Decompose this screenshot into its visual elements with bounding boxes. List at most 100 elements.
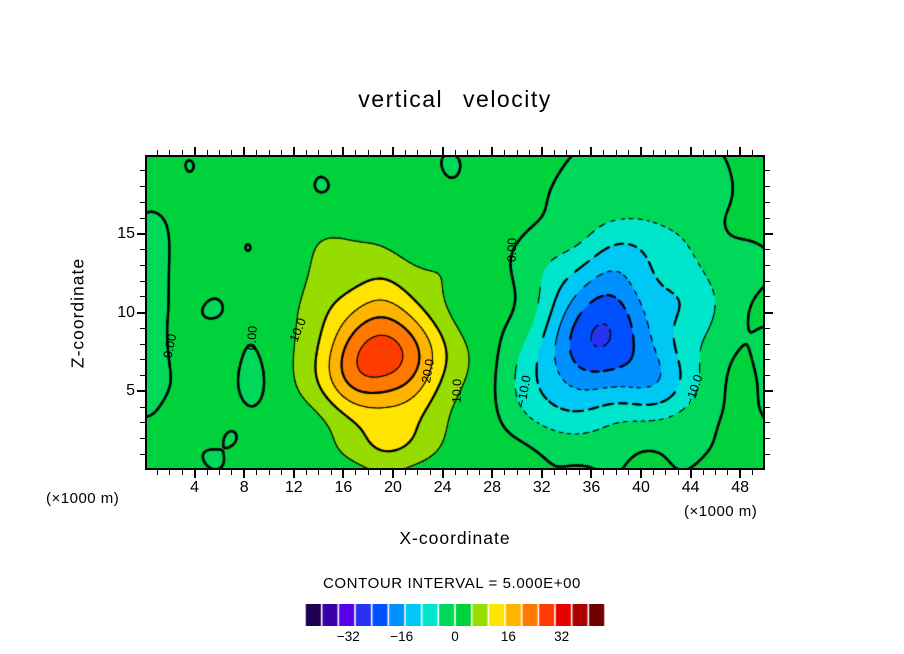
axis-tick [765,438,770,439]
axis-tick [466,470,468,475]
axis-tick [156,470,158,475]
axis-tick [739,470,742,478]
axis-tick [689,147,692,155]
axis-tick [218,150,220,155]
axis-tick [231,150,233,155]
axis-tick [615,470,617,475]
axis-tick [417,470,419,475]
axis-tick [169,150,171,155]
contour-interval-label: CONTOUR INTERVAL = 5.000E+00 [322,575,581,592]
axis-tick [714,470,716,475]
axis-tick [367,470,369,475]
colorbar-tick-label: −16 [390,629,414,644]
axis-tick [305,150,307,155]
axis-tick [504,150,506,155]
axis-tick [342,470,345,478]
axis-tick [380,470,382,475]
axis-tick [540,470,543,478]
x-axis-unit-left: (×1000 m) [46,490,120,507]
contour-field-canvas [145,155,765,470]
z-axis-tick-label: 10 [117,303,135,321]
axis-tick [206,150,208,155]
axis-tick [140,249,145,250]
axis-tick [181,150,183,155]
x-axis-tick-label: 28 [483,479,502,496]
axis-tick [181,470,183,475]
axis-tick [367,150,369,155]
axis-tick [140,438,145,439]
axis-tick [193,470,196,478]
axis-tick [268,150,270,155]
axis-tick [466,150,468,155]
axis-tick [268,470,270,475]
axis-tick [342,147,345,155]
axis-tick [615,150,617,155]
axis-tick [243,470,246,478]
axis-tick [330,470,332,475]
axis-tick [765,249,770,250]
axis-tick [702,470,704,475]
axis-tick [504,470,506,475]
colorbar-tick-label: 0 [451,629,459,644]
colorbar-tick-label: 32 [554,629,570,644]
colorbar [305,604,605,626]
axis-tick [218,470,220,475]
axis-tick [256,150,258,155]
axis-tick [140,201,145,203]
axis-tick [429,150,431,155]
axis-tick [752,470,754,475]
axis-tick [590,147,593,155]
x-axis-tick-label: 12 [284,479,303,496]
axis-tick [140,186,145,187]
axis-tick [727,150,729,155]
axis-tick [765,375,770,376]
axis-tick [628,470,630,475]
axis-tick [578,150,580,155]
colorbar-tick-label: 16 [500,629,516,644]
x-axis-title: X-coordinate [399,528,511,548]
axis-tick [765,280,770,282]
axis-tick [765,232,773,235]
axis-tick [140,422,145,424]
axis-tick [765,186,770,187]
chart-title: vertical velocity [358,86,552,112]
axis-tick [765,170,770,172]
axis-tick [137,232,145,235]
axis-tick [280,150,282,155]
axis-tick [355,150,357,155]
axis-tick [256,470,258,475]
colorbar-tick-label: −32 [336,629,360,644]
axis-tick [528,470,530,475]
x-axis-tick-label: 40 [632,479,650,496]
axis-tick [140,264,145,266]
axis-tick [380,150,382,155]
x-axis-tick-label: 24 [433,479,452,496]
axis-tick [429,470,431,475]
x-axis-tick-label: 36 [582,479,601,496]
axis-tick [603,150,605,155]
axis-tick [140,375,145,376]
axis-tick [652,470,654,475]
axis-tick [454,150,456,155]
axis-tick [590,470,593,478]
axis-tick [491,470,494,478]
axis-tick [628,150,630,155]
axis-tick [140,343,145,345]
axis-tick [491,147,494,155]
axis-tick [292,470,295,478]
axis-tick [727,470,729,475]
axis-tick [392,470,394,478]
axis-tick [677,470,679,475]
axis-tick [714,150,716,155]
x-axis-tick-label: 16 [334,479,353,496]
axis-tick [765,311,773,314]
axis-tick [765,406,770,408]
axis-tick [404,150,406,155]
axis-tick [454,470,456,475]
axis-tick [193,147,196,155]
axis-tick [765,217,770,219]
axis-tick [665,150,667,155]
axis-tick [140,406,145,408]
axis-tick [140,453,145,455]
axis-tick [156,150,158,155]
